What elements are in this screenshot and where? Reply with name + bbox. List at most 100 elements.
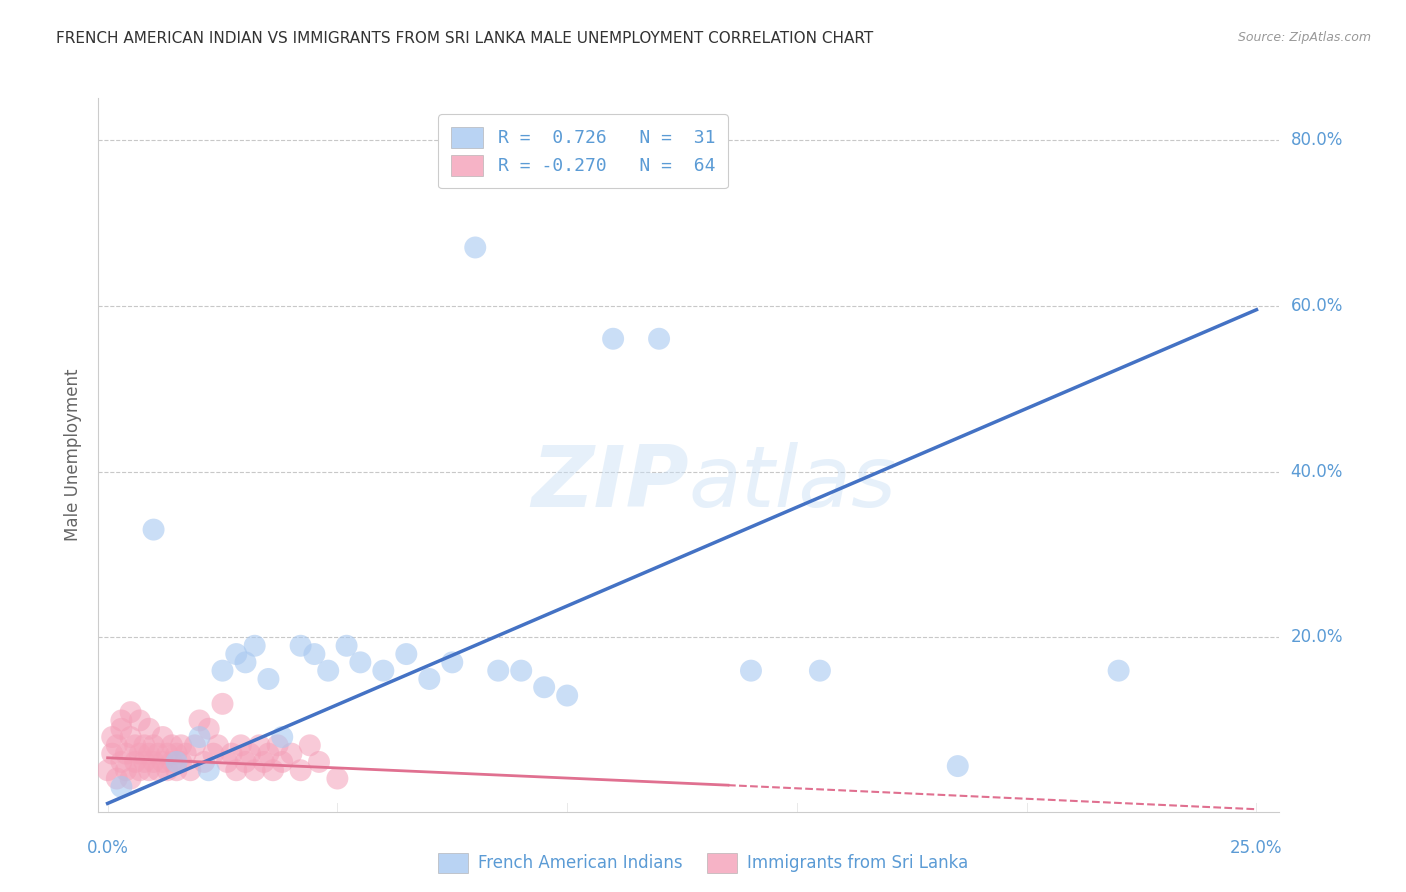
Point xyxy=(142,739,165,753)
Point xyxy=(740,664,762,678)
Point xyxy=(170,739,193,753)
Point xyxy=(124,755,146,769)
Text: 0.0%: 0.0% xyxy=(87,839,128,857)
Point xyxy=(97,763,120,777)
Point xyxy=(101,747,124,761)
Point xyxy=(128,763,150,777)
Point xyxy=(128,714,150,728)
Point xyxy=(441,656,464,670)
Point xyxy=(464,240,486,254)
Point xyxy=(197,763,219,777)
Point xyxy=(105,772,128,786)
Point xyxy=(290,639,312,653)
Point xyxy=(217,755,239,769)
Legend: R =  0.726   N =  31, R = -0.270   N =  64: R = 0.726 N = 31, R = -0.270 N = 64 xyxy=(439,114,728,188)
Text: 20.0%: 20.0% xyxy=(1291,629,1343,647)
Point xyxy=(156,747,179,761)
Point xyxy=(152,755,174,769)
Point xyxy=(128,747,150,761)
Point xyxy=(243,763,266,777)
Point xyxy=(134,755,156,769)
Point xyxy=(146,763,169,777)
Point xyxy=(166,747,188,761)
Text: 80.0%: 80.0% xyxy=(1291,130,1343,149)
Point xyxy=(188,730,211,744)
Point xyxy=(602,332,624,346)
Point xyxy=(280,747,302,761)
Point xyxy=(235,755,257,769)
Point xyxy=(510,664,533,678)
Point xyxy=(170,755,193,769)
Point xyxy=(160,739,183,753)
Text: 40.0%: 40.0% xyxy=(1291,463,1343,481)
Point xyxy=(138,722,160,736)
Text: atlas: atlas xyxy=(689,442,897,525)
Point xyxy=(193,755,215,769)
Point xyxy=(271,730,294,744)
Point xyxy=(166,763,188,777)
Point xyxy=(124,739,146,753)
Point xyxy=(349,656,371,670)
Point xyxy=(188,714,211,728)
Point xyxy=(808,664,831,678)
Point xyxy=(308,755,330,769)
Point xyxy=(142,755,165,769)
Point xyxy=(120,705,142,719)
Point xyxy=(156,763,179,777)
Point xyxy=(202,747,225,761)
Point xyxy=(110,714,132,728)
Point xyxy=(197,722,219,736)
Point xyxy=(253,755,276,769)
Point xyxy=(229,739,252,753)
Point xyxy=(257,747,280,761)
Point xyxy=(395,647,418,661)
Point xyxy=(290,763,312,777)
Point xyxy=(152,730,174,744)
Legend: French American Indians, Immigrants from Sri Lanka: French American Indians, Immigrants from… xyxy=(430,847,976,880)
Point xyxy=(160,755,183,769)
Point xyxy=(373,664,395,678)
Y-axis label: Male Unemployment: Male Unemployment xyxy=(65,368,83,541)
Point xyxy=(105,739,128,753)
Point xyxy=(174,747,197,761)
Point xyxy=(207,739,229,753)
Point xyxy=(486,664,509,678)
Point xyxy=(946,759,969,773)
Point xyxy=(142,523,165,537)
Point xyxy=(166,755,188,769)
Text: 25.0%: 25.0% xyxy=(1230,839,1282,857)
Point xyxy=(115,747,138,761)
Text: 60.0%: 60.0% xyxy=(1291,296,1343,315)
Point xyxy=(555,689,578,703)
Point xyxy=(211,664,233,678)
Point xyxy=(335,639,357,653)
Point xyxy=(533,680,555,694)
Point xyxy=(221,747,243,761)
Point xyxy=(179,763,201,777)
Point xyxy=(110,722,132,736)
Point xyxy=(266,739,288,753)
Point xyxy=(120,772,142,786)
Point xyxy=(115,763,138,777)
Point xyxy=(146,747,169,761)
Point xyxy=(247,739,270,753)
Point xyxy=(243,639,266,653)
Point xyxy=(225,763,247,777)
Text: FRENCH AMERICAN INDIAN VS IMMIGRANTS FROM SRI LANKA MALE UNEMPLOYMENT CORRELATIO: FRENCH AMERICAN INDIAN VS IMMIGRANTS FRO… xyxy=(56,31,873,46)
Point xyxy=(1108,664,1130,678)
Point xyxy=(110,755,132,769)
Point xyxy=(262,763,284,777)
Point xyxy=(326,772,349,786)
Point xyxy=(271,755,294,769)
Point xyxy=(418,672,440,686)
Point xyxy=(239,747,262,761)
Point xyxy=(257,672,280,686)
Point xyxy=(184,739,207,753)
Point xyxy=(225,647,247,661)
Point xyxy=(316,664,339,678)
Point xyxy=(138,747,160,761)
Point xyxy=(211,697,233,711)
Point xyxy=(298,739,321,753)
Text: Source: ZipAtlas.com: Source: ZipAtlas.com xyxy=(1237,31,1371,45)
Text: ZIP: ZIP xyxy=(531,442,689,525)
